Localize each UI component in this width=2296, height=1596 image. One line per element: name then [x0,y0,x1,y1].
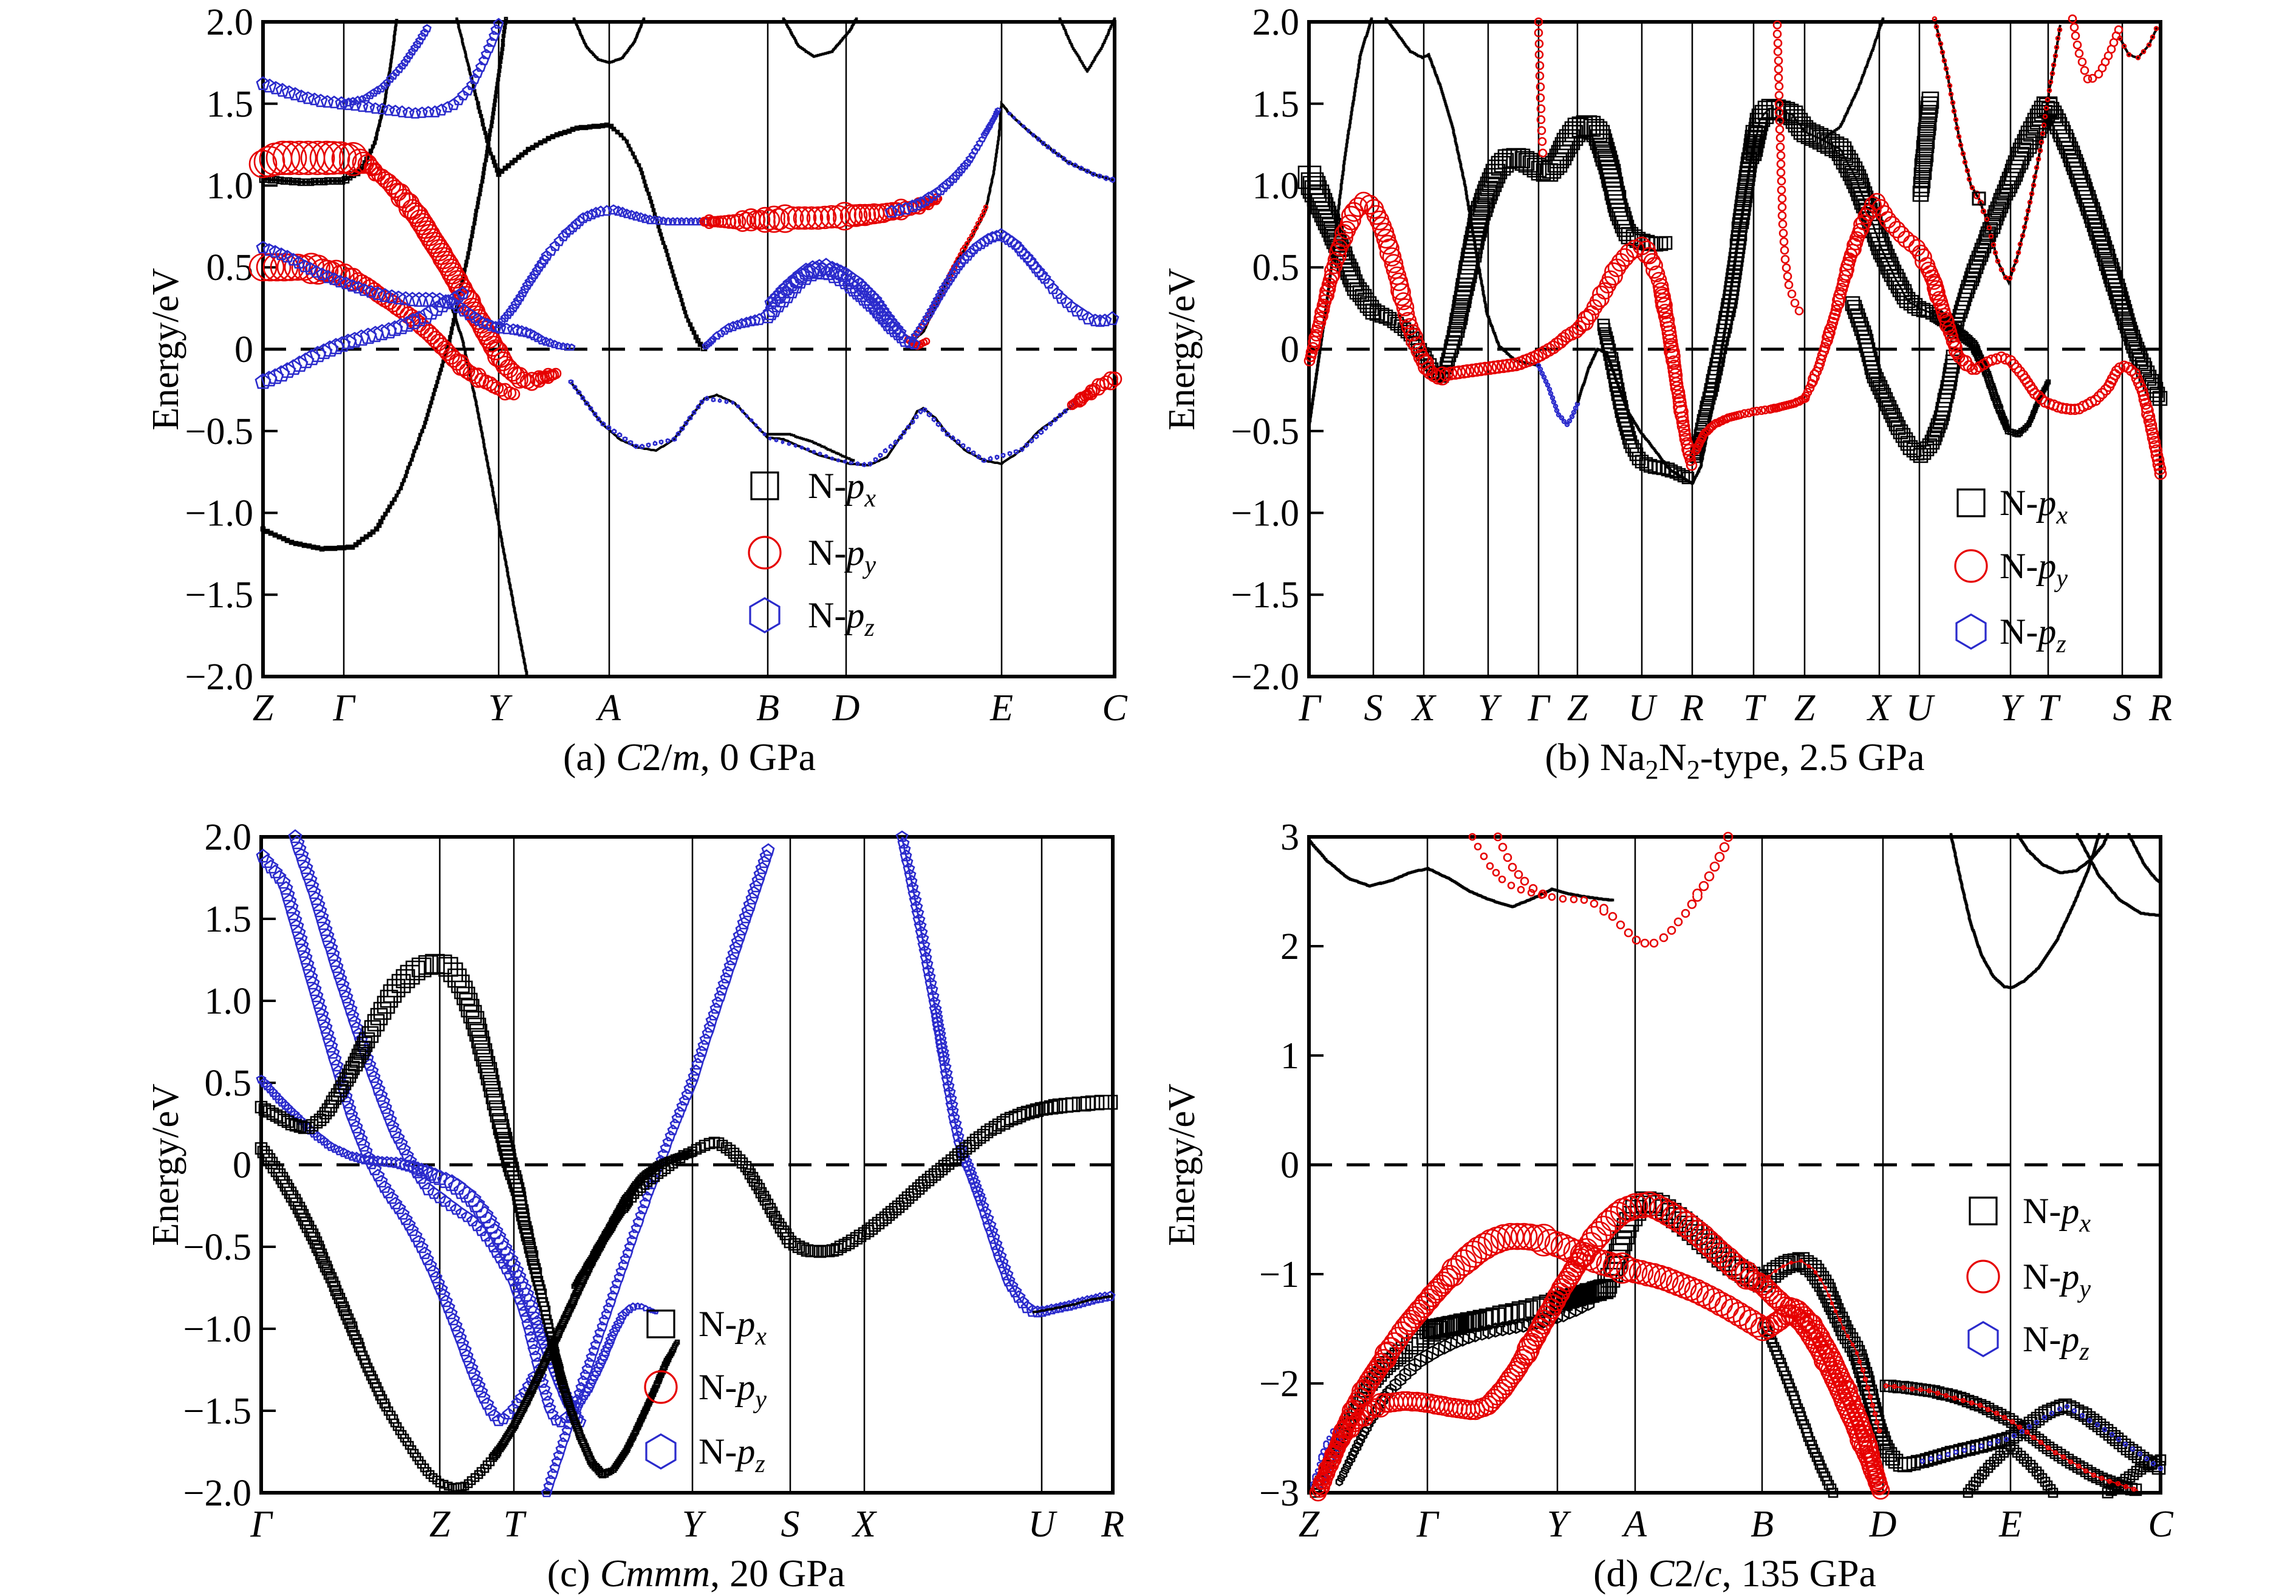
svg-text:−2: −2 [1259,1363,1299,1405]
svg-text:Y: Y [1478,687,1502,729]
svg-text:N-pz: N-pz [699,1431,765,1478]
svg-text:0.5: 0.5 [1252,247,1300,288]
svg-text:0.5: 0.5 [205,1063,252,1104]
svg-text:X: X [1410,687,1437,729]
svg-text:S: S [781,1504,800,1545]
svg-text:U: U [1028,1504,1058,1545]
svg-text:N-pz: N-pz [808,595,875,642]
svg-text:−1.5: −1.5 [183,1391,251,1432]
svg-text:R: R [1101,1504,1124,1545]
svg-text:−1.5: −1.5 [1231,575,1299,616]
svg-text:(b) Na2N2-type, 2.5 GPa: (b) Na2N2-type, 2.5 GPa [1545,735,1924,785]
svg-text:R: R [2148,687,2172,729]
svg-text:N-py: N-py [2000,546,2068,593]
svg-text:Y: Y [488,687,513,729]
svg-text:Z: Z [1299,1504,1320,1545]
svg-text:Γ: Γ [332,687,356,729]
svg-text:−1.0: −1.0 [185,493,253,534]
svg-text:Energy/eV: Energy/eV [1161,1083,1203,1246]
svg-text:C: C [1102,687,1127,729]
svg-text:1.0: 1.0 [1252,166,1300,207]
svg-text:1.5: 1.5 [205,899,252,940]
svg-text:U: U [1628,687,1658,729]
svg-text:(a) C2/m, 0 GPa: (a) C2/m, 0 GPa [563,735,816,779]
svg-text:B: B [1751,1504,1774,1545]
svg-text:0: 0 [234,329,253,370]
svg-text:N-px: N-px [699,1304,767,1351]
svg-text:D: D [832,687,860,729]
svg-text:E: E [1998,1504,2022,1545]
svg-text:−3: −3 [1259,1473,1299,1514]
svg-text:1.5: 1.5 [207,84,254,125]
svg-text:−2.0: −2.0 [185,656,253,698]
svg-text:Energy/eV: Energy/eV [145,268,186,431]
svg-text:S: S [2113,687,2132,729]
svg-text:Y: Y [682,1504,706,1545]
svg-text:A: A [595,687,621,729]
svg-text:Γ: Γ [1527,687,1551,729]
svg-text:N-pz: N-pz [2000,612,2066,658]
svg-text:Z: Z [253,687,274,729]
svg-text:T: T [2038,687,2062,729]
svg-text:1.0: 1.0 [205,981,252,1022]
svg-text:B: B [756,687,779,729]
svg-text:D: D [1869,1504,1897,1545]
svg-text:2: 2 [1280,926,1299,967]
svg-text:(c) Cmmm, 20 GPa: (c) Cmmm, 20 GPa [547,1552,846,1595]
svg-text:0.5: 0.5 [207,247,254,288]
svg-text:T: T [504,1504,527,1545]
svg-text:−2.0: −2.0 [1231,656,1299,698]
svg-text:Γ: Γ [1416,1504,1440,1545]
svg-text:0: 0 [1280,329,1299,370]
svg-text:Z: Z [1567,687,1588,729]
svg-text:1: 1 [1280,1035,1299,1077]
svg-text:0: 0 [233,1145,251,1186]
svg-text:Z: Z [429,1504,451,1545]
svg-text:U: U [1906,687,1936,729]
svg-text:3: 3 [1280,817,1299,858]
svg-text:−1.0: −1.0 [1231,493,1299,534]
svg-text:(d) C2/c, 135 GPa: (d) C2/c, 135 GPa [1593,1552,1876,1595]
svg-text:2.0: 2.0 [207,2,254,43]
svg-text:E: E [989,687,1013,729]
svg-text:Energy/eV: Energy/eV [1161,268,1203,431]
svg-text:C: C [2148,1504,2173,1545]
svg-text:Y: Y [2000,687,2024,729]
svg-text:Energy/eV: Energy/eV [145,1083,186,1246]
svg-text:−1: −1 [1259,1254,1299,1295]
svg-text:N-pz: N-pz [2023,1319,2089,1366]
svg-text:2.0: 2.0 [205,817,252,858]
svg-text:−0.5: −0.5 [1231,411,1299,452]
svg-text:−0.5: −0.5 [185,411,253,452]
svg-text:Y: Y [1547,1504,1571,1545]
svg-text:2.0: 2.0 [1252,2,1300,43]
svg-text:S: S [1364,687,1383,729]
svg-text:−1.5: −1.5 [185,575,253,616]
svg-text:−2.0: −2.0 [183,1473,251,1514]
svg-text:R: R [1680,687,1704,729]
svg-text:X: X [851,1504,877,1545]
svg-text:0: 0 [1280,1145,1299,1186]
svg-text:Γ: Γ [250,1504,273,1545]
svg-text:1.5: 1.5 [1252,84,1300,125]
svg-text:1.0: 1.0 [207,166,254,207]
svg-text:A: A [1621,1504,1647,1545]
svg-text:T: T [1743,687,1767,729]
svg-text:−1.0: −1.0 [183,1309,251,1350]
svg-text:X: X [1866,687,1892,729]
svg-text:Z: Z [1794,687,1816,729]
svg-text:Γ: Γ [1298,687,1322,729]
svg-text:−0.5: −0.5 [183,1227,251,1268]
